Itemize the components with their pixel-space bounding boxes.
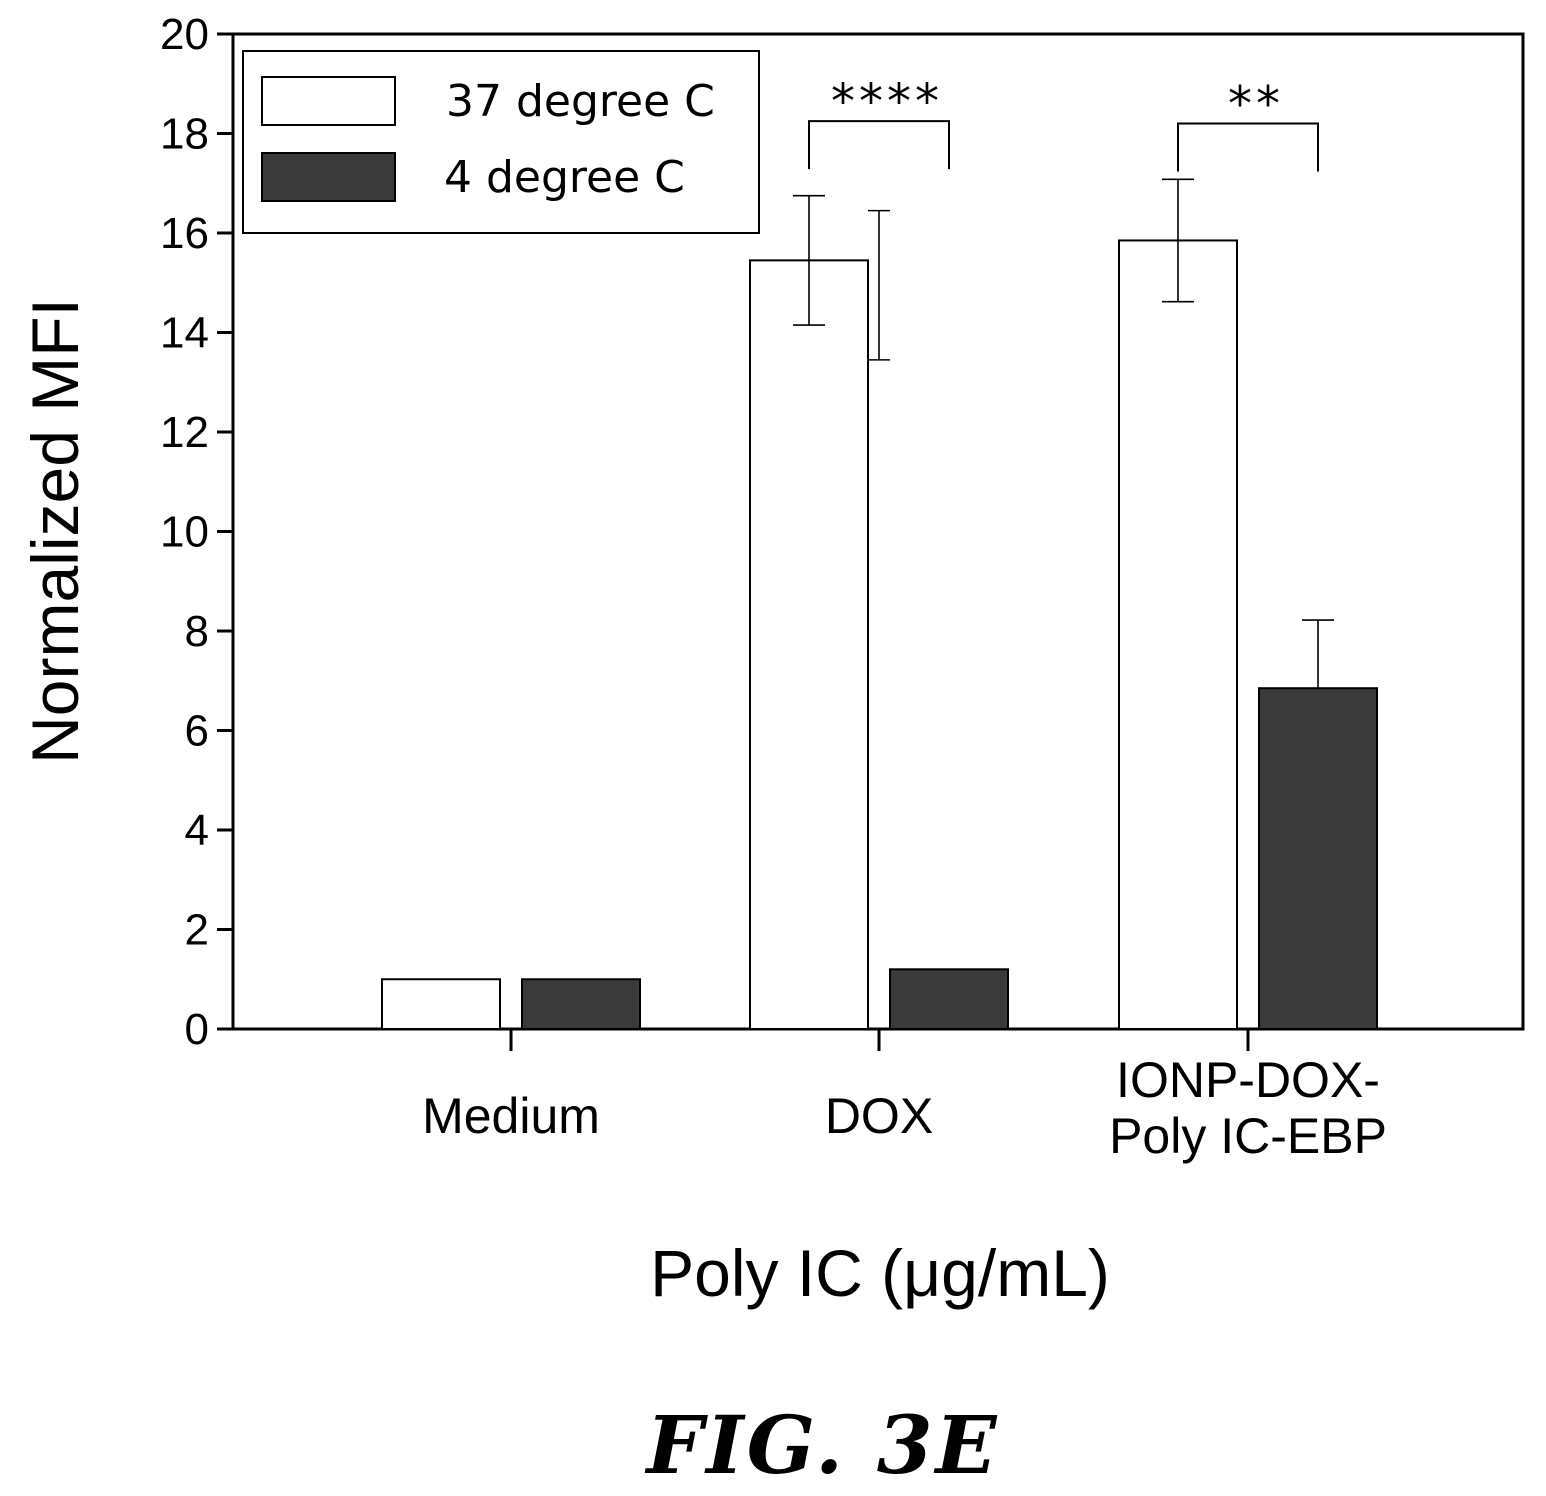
y-tick-label: 10 <box>160 508 209 557</box>
legend-swatch <box>261 152 396 202</box>
y-axis-title: Normalized MFI <box>18 298 92 764</box>
x-axis-title: Poly IC (μg/mL) <box>650 1236 1110 1310</box>
figure-caption: FIG. 3E <box>644 1398 999 1492</box>
y-tick-label: 0 <box>185 1005 209 1054</box>
legend-label: 4 degree C <box>444 152 685 203</box>
y-tick-label: 14 <box>160 309 209 358</box>
bar-37C <box>381 978 501 1030</box>
bar-4C <box>1258 687 1378 1031</box>
bar-37C <box>749 259 869 1030</box>
significance-label: **** <box>831 74 943 130</box>
significance-label: ** <box>1228 77 1284 133</box>
y-tick-label: 12 <box>160 408 209 457</box>
y-tick-label: 8 <box>185 607 209 656</box>
y-tick-label: 20 <box>160 10 209 59</box>
y-tick-label: 18 <box>160 110 209 159</box>
legend: 37 degree C 4 degree C <box>242 50 760 234</box>
y-tick-label: 2 <box>185 906 209 955</box>
legend-label: 37 degree C <box>446 76 715 127</box>
y-tick-label: 16 <box>160 209 209 258</box>
significance-bracket <box>808 120 950 170</box>
plot-area: 0 2 4 6 8 10 12 14 16 18 20 Medium DOX IONP-DOX-Poly … <box>160 10 1525 1164</box>
legend-swatch <box>261 76 396 126</box>
y-tick-label: 6 <box>185 707 209 756</box>
bar-37C <box>1118 239 1238 1030</box>
bar-4C <box>521 978 641 1030</box>
bar-4C <box>889 968 1009 1030</box>
x-tick-label: Medium <box>422 1088 600 1144</box>
x-tick-label: IONP-DOX- <box>1116 1052 1380 1108</box>
y-tick-label: 4 <box>185 806 209 855</box>
x-tick-label: DOX <box>825 1088 933 1144</box>
x-tick-label: Poly IC-EBP <box>1109 1108 1387 1164</box>
significance-bracket <box>1177 122 1319 172</box>
